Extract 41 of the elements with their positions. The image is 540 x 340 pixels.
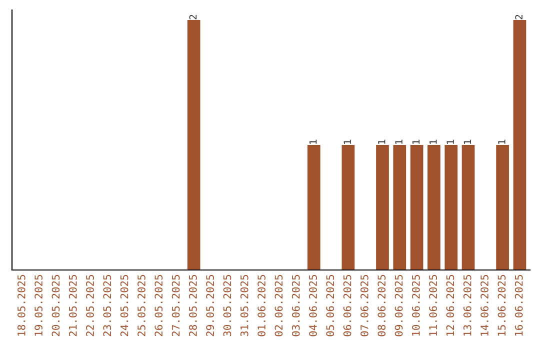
x-tick-label: 18.05.2025 (17, 275, 26, 336)
data-label: 1 (412, 140, 420, 144)
x-tick-label: 05.06.2025 (326, 275, 334, 336)
x-tick-label: 01.06.2025 (258, 275, 266, 336)
x-tick-label: 26.05.2025 (154, 275, 163, 336)
x-tick-label: 13.06.2025 (463, 275, 472, 336)
x-tick-label: 20.05.2025 (52, 275, 60, 336)
x-tick-label: 27.05.2025 (172, 275, 180, 336)
x-tick-label: 15.06.2025 (498, 275, 506, 336)
x-tick-label: 02.06.2025 (274, 275, 283, 336)
data-label: 2 (515, 14, 522, 20)
x-tick-label: 06.06.2025 (343, 275, 352, 336)
x-tick-label: 16.06.2025 (514, 275, 523, 336)
data-label: 1 (344, 140, 351, 144)
x-tick-label: 12.06.2025 (446, 275, 454, 336)
x-tick-label: 04.06.2025 (309, 275, 317, 336)
x-tick-label: 24.05.2025 (120, 275, 128, 336)
data-label: 1 (310, 140, 317, 144)
data-label: 1 (395, 140, 402, 144)
x-tick-label: 10.06.2025 (412, 275, 420, 336)
x-tick-label: 21.05.2025 (68, 275, 77, 336)
x-tick-label: 28.05.2025 (188, 275, 197, 336)
x-tick-label: 29.05.2025 (206, 275, 214, 336)
data-label: 1 (464, 140, 471, 144)
data-label: 2 (189, 14, 197, 20)
x-tick-label: 31.05.2025 (240, 275, 248, 336)
x-tick-label: 09.06.2025 (394, 275, 403, 336)
x-tick-label: 03.06.2025 (292, 275, 300, 336)
x-tick-label: 30.05.2025 (223, 275, 232, 336)
x-tick-label: 08.06.2025 (378, 275, 386, 336)
x-tick-label: 07.06.2025 (360, 275, 368, 336)
x-tick-label: 19.05.2025 (34, 275, 42, 336)
data-label: 1 (446, 140, 454, 144)
x-tick-label: 23.05.2025 (103, 275, 112, 336)
data-label: 1 (378, 140, 386, 144)
data-label: 1 (430, 140, 437, 144)
data-label: 1 (498, 140, 506, 144)
x-tick-label: 25.05.2025 (138, 275, 146, 336)
x-tick-label: 11.06.2025 (429, 275, 437, 336)
x-tick-label: 22.05.2025 (86, 275, 94, 336)
x-tick-label: 14.06.2025 (480, 275, 488, 336)
